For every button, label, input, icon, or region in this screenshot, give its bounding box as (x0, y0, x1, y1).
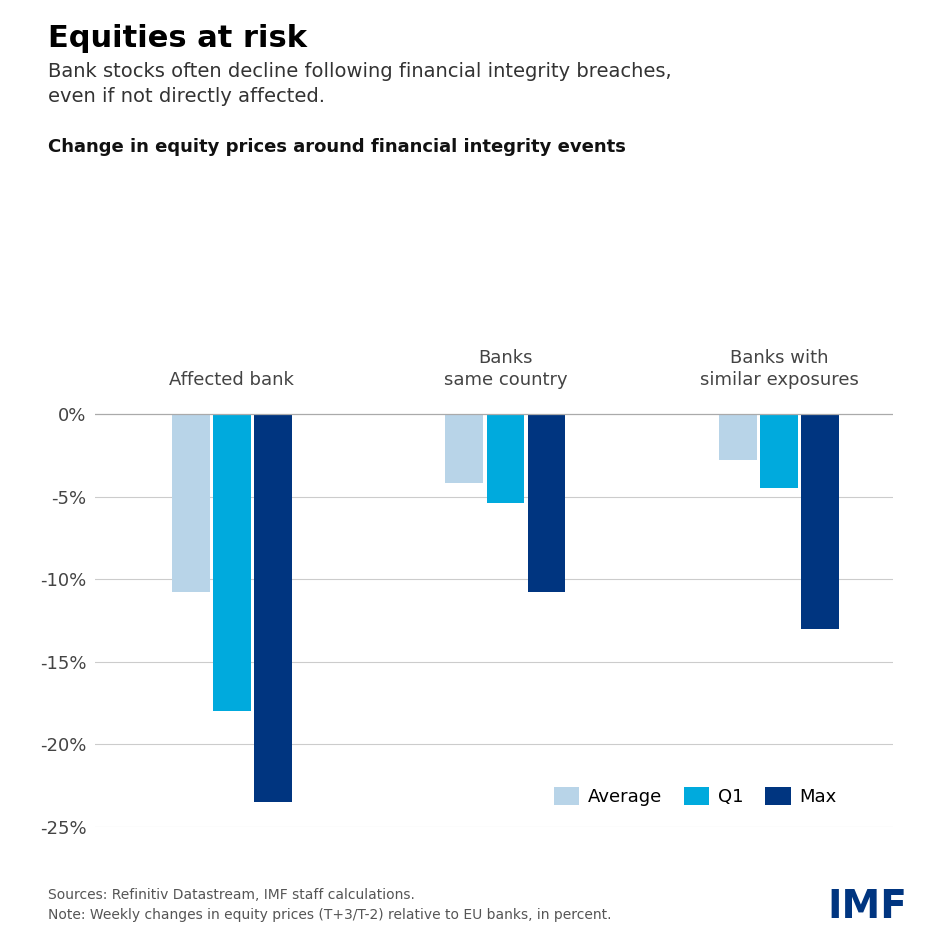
Bar (801, 414, 839, 629)
Bar (486, 414, 524, 504)
Bar (446, 414, 484, 484)
Bar (213, 414, 251, 711)
Text: Banks with
similar exposures: Banks with similar exposures (699, 350, 859, 389)
Text: Banks
same country: Banks same country (444, 350, 567, 389)
Text: Affected bank: Affected bank (169, 371, 294, 389)
Text: Bank stocks often decline following financial integrity breaches,
even if not di: Bank stocks often decline following fina… (48, 62, 671, 106)
Bar (760, 414, 798, 488)
Text: Change in equity prices around financial integrity events: Change in equity prices around financial… (48, 138, 625, 156)
Text: IMF: IMF (827, 888, 907, 926)
Bar (254, 414, 292, 802)
Bar (719, 414, 757, 461)
Text: Equities at risk: Equities at risk (48, 24, 307, 53)
Text: Sources: Refinitiv Datastream, IMF staff calculations.
Note: Weekly changes in e: Sources: Refinitiv Datastream, IMF staff… (48, 888, 611, 921)
Bar (172, 414, 210, 593)
Legend: Average, Q1, Max: Average, Q1, Max (546, 779, 844, 813)
Bar (527, 414, 565, 593)
